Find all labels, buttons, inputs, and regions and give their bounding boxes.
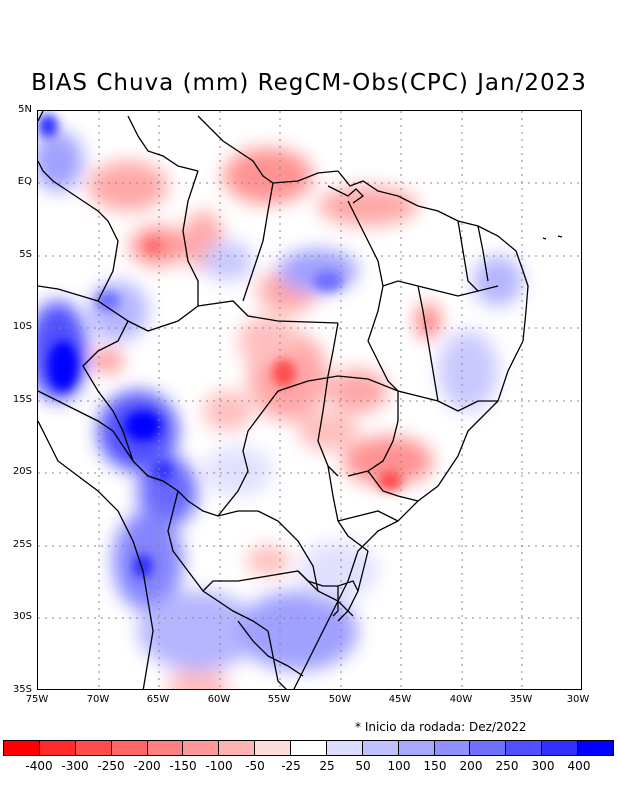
colorbar: [3, 740, 614, 756]
lat-label: EQ: [17, 176, 32, 187]
colorbar-swatch: [147, 741, 184, 755]
colorbar-swatch: [39, 741, 76, 755]
colorbar-label: 250: [495, 759, 519, 773]
colorbar-swatch: [75, 741, 112, 755]
lat-label: 35S: [12, 684, 32, 695]
colorbar-label: 300: [531, 759, 555, 773]
colorbar-label: 200: [459, 759, 483, 773]
bias-field: [38, 114, 523, 689]
colorbar-label: 100: [387, 759, 411, 773]
colorbar-label: -200: [133, 759, 161, 773]
colorbar-swatch: [578, 741, 613, 755]
colorbar-label: -300: [61, 759, 89, 773]
lat-label: 20S: [12, 466, 32, 477]
colorbar-swatch: [4, 741, 40, 755]
lon-label: 30W: [566, 694, 590, 705]
colorbar-swatch: [255, 741, 291, 755]
country-borders: [38, 111, 563, 689]
lat-label: 5N: [18, 104, 32, 115]
lat-label: 25S: [12, 539, 32, 550]
lon-label: 35W: [509, 694, 533, 705]
lat-label: 5S: [19, 249, 32, 260]
map-frame: [37, 110, 582, 690]
lon-label: 50W: [328, 694, 352, 705]
map-canvas: [38, 111, 581, 689]
lon-label: 60W: [207, 694, 231, 705]
lat-label: 15S: [12, 394, 32, 405]
colorbar-label: 150: [423, 759, 447, 773]
colorbar-swatch: [326, 741, 363, 755]
colorbar-swatch: [434, 741, 471, 755]
lat-label: 30S: [12, 611, 32, 622]
lat-label: 10S: [12, 321, 32, 332]
lon-label: 40W: [449, 694, 473, 705]
colorbar-swatch: [362, 741, 399, 755]
colorbar-swatch: [111, 741, 148, 755]
lon-label: 75W: [25, 694, 49, 705]
colorbar-swatch: [542, 741, 578, 755]
lon-label: 65W: [146, 694, 170, 705]
run-start-note: * Inicio da rodada: Dez/2022: [355, 720, 527, 734]
colorbar-swatch: [398, 741, 435, 755]
colorbar-label: -400: [25, 759, 53, 773]
colorbar-swatch: [219, 741, 256, 755]
lon-label: 70W: [86, 694, 110, 705]
colorbar-swatch: [470, 741, 507, 755]
chart-title: BIAS Chuva (mm) RegCM-Obs(CPC) Jan/2023: [31, 70, 587, 96]
colorbar-label: -150: [169, 759, 197, 773]
colorbar-label: -50: [245, 759, 265, 773]
colorbar-label: 25: [319, 759, 335, 773]
colorbar-label: -25: [281, 759, 301, 773]
colorbar-label: 50: [355, 759, 371, 773]
colorbar-label: -250: [97, 759, 125, 773]
colorbar-swatch: [506, 741, 543, 755]
colorbar-swatch: [291, 741, 327, 755]
colorbar-label: -100: [205, 759, 233, 773]
lon-label: 55W: [267, 694, 291, 705]
colorbar-swatch: [183, 741, 220, 755]
lon-label: 45W: [388, 694, 412, 705]
colorbar-label: 400: [567, 759, 591, 773]
